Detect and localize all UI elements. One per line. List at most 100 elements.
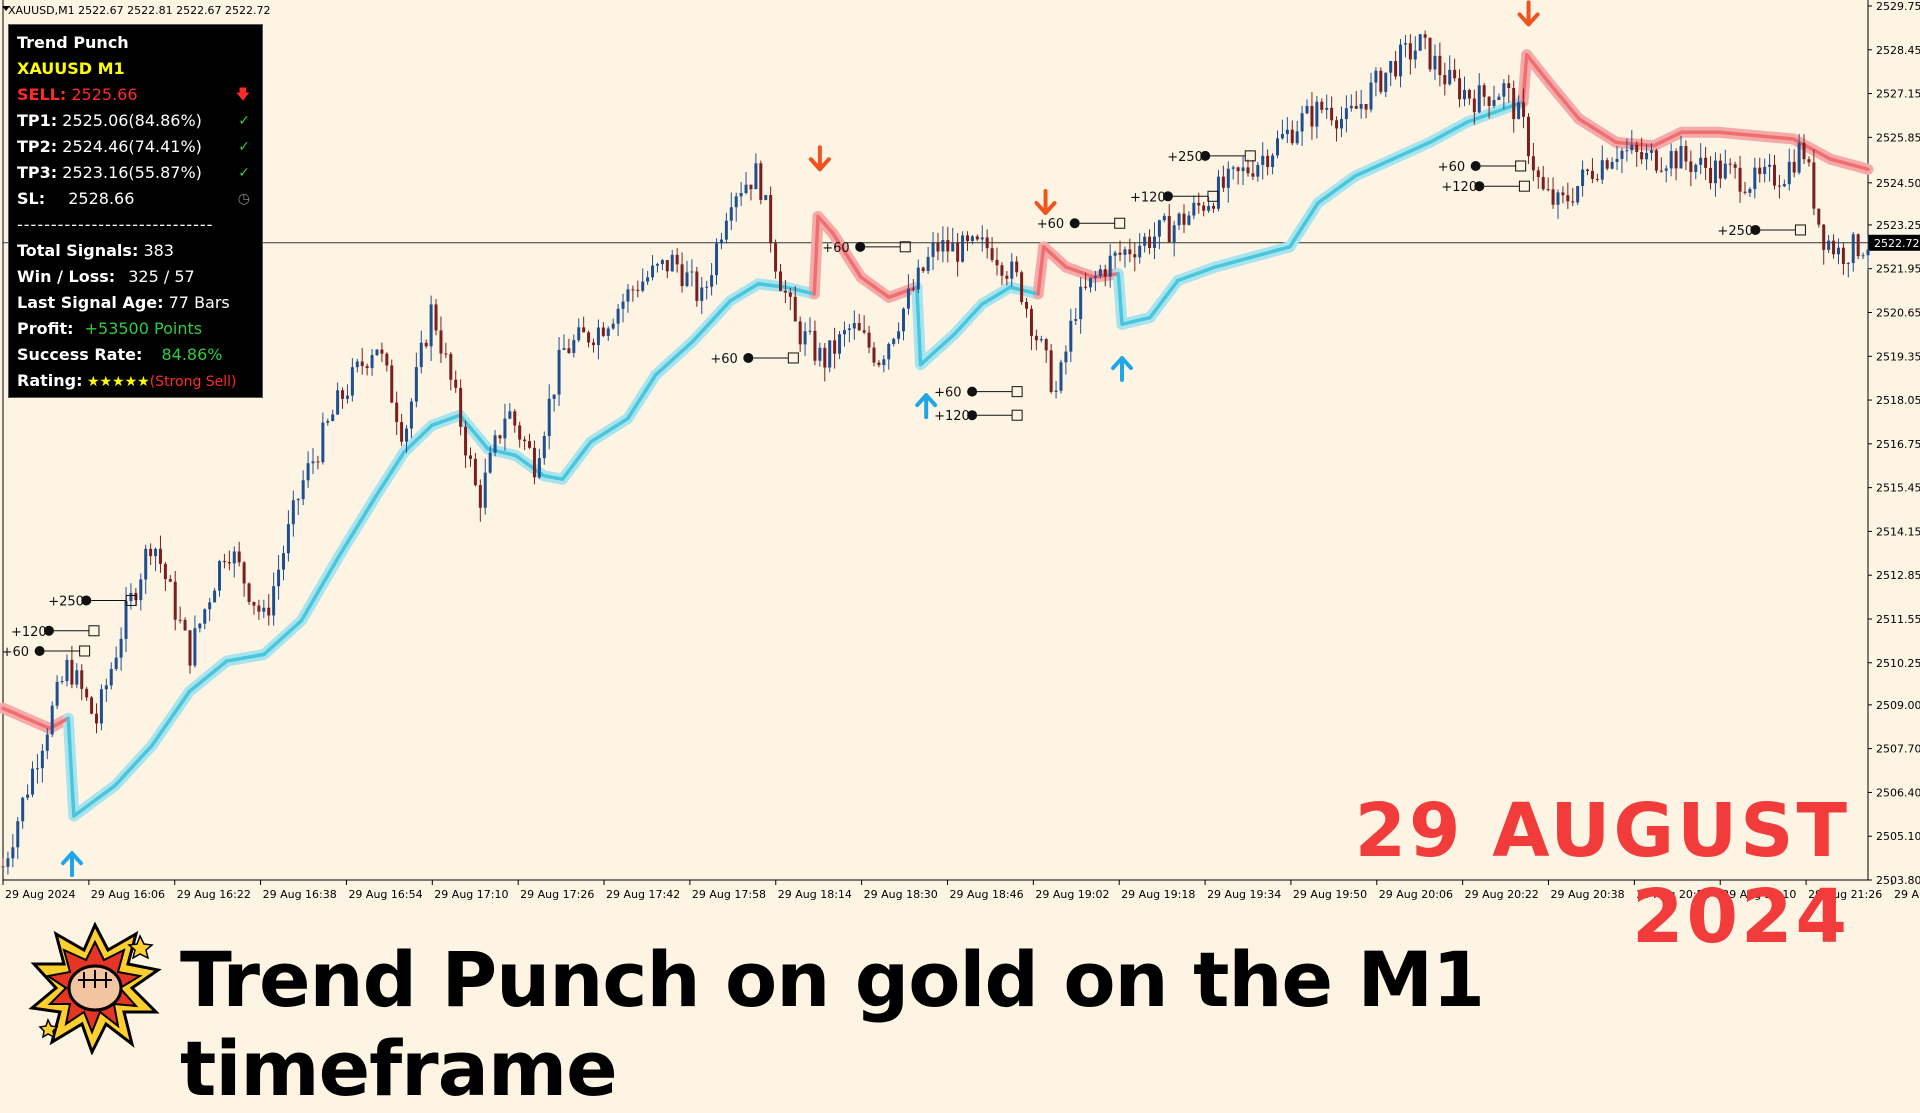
candle-body: [119, 638, 123, 658]
candle-body: [1728, 163, 1732, 165]
candle-body: [459, 387, 463, 427]
tp-marker-icon: [967, 386, 978, 397]
candle-body: [660, 260, 664, 265]
candle-body: [778, 271, 782, 291]
candle-body: [311, 461, 315, 464]
candle-body: [1620, 150, 1624, 159]
signal-line: [262, 618, 304, 657]
candle-body: [975, 236, 979, 240]
candle-body: [286, 524, 290, 554]
candle-body: [65, 659, 69, 682]
candle-body: [1187, 215, 1191, 225]
candle-body: [1256, 164, 1260, 177]
candle-body: [1856, 234, 1860, 257]
candle-body: [1832, 240, 1836, 255]
candle-body: [1408, 43, 1412, 60]
plot-background: [0, 0, 1920, 905]
check-icon: ✓: [238, 165, 250, 181]
candle-body: [1310, 105, 1314, 127]
tp-marker-icon: [1200, 150, 1211, 161]
date-stamp: 29 AUGUST 2024: [1354, 788, 1850, 960]
candle-body: [1438, 55, 1442, 76]
candle-body: [990, 248, 994, 260]
down-arrow-icon: 🡇: [235, 87, 250, 103]
signal-line: [1651, 130, 1684, 148]
candle-body: [921, 267, 925, 272]
candle-body: [227, 562, 231, 564]
price-chart[interactable]: 2529.75 2528.45 2527.15 2525.85 2524.50 2523.…: [0, 0, 1920, 905]
candle-body: [838, 334, 842, 354]
x-tick-label: 29 Aug 16:54: [348, 888, 422, 901]
check-icon: ✓: [238, 113, 250, 129]
candle-body: [203, 609, 207, 624]
x-tick-label: 29 Aug 19:34: [1207, 888, 1281, 901]
tp-box-icon: [1011, 386, 1023, 398]
candle-body: [867, 332, 871, 348]
rating-label: Rating:: [17, 371, 83, 390]
candle-body: [902, 308, 906, 332]
candle-body: [1266, 155, 1270, 168]
success-value: 84.86%: [161, 345, 223, 364]
candle-body: [1640, 151, 1644, 160]
signal-line: [1116, 272, 1124, 327]
signal-line: [113, 743, 154, 788]
candle-body: [887, 343, 891, 360]
candle-body: [1128, 249, 1132, 255]
signal-line: [831, 231, 863, 279]
candle-body: [419, 342, 423, 368]
candle-body: [774, 243, 778, 272]
tp-marker-icon: [855, 241, 866, 252]
candle-body: [75, 670, 79, 685]
candle-body: [213, 590, 217, 603]
candle-body: [395, 402, 399, 423]
chart-dropdown-icon[interactable]: [2, 6, 10, 11]
candle-body: [1758, 167, 1762, 174]
candle-body: [488, 452, 492, 473]
candle-body: [262, 607, 266, 612]
candle-body: [144, 548, 148, 580]
candle-body: [1522, 102, 1526, 117]
check-icon: ✓: [238, 139, 250, 155]
buy-arrow-icon: [61, 851, 84, 878]
signal-line: [691, 298, 733, 343]
sell-row: SELL: 2525.66 🡇: [17, 82, 254, 108]
candle-body: [793, 296, 797, 322]
candle-body: [1197, 202, 1201, 206]
x-tick-label: 29 Aug 17:26: [520, 888, 594, 901]
candle-body: [1625, 150, 1629, 152]
candle-body: [400, 422, 404, 442]
candle-body: [1487, 96, 1491, 106]
candle-body: [80, 670, 84, 689]
candle-body: [375, 349, 379, 356]
candle-body: [1207, 205, 1211, 211]
signal-line: [626, 373, 658, 421]
candle-body: [1079, 286, 1083, 320]
candle-body: [70, 659, 74, 685]
candle-body: [739, 193, 743, 197]
signal-line: [654, 339, 695, 377]
x-tick-label: 29 Aug 18:46: [949, 888, 1023, 901]
tp2-row: TP2: 2524.46(74.41%) ✓: [17, 134, 254, 160]
tp-label: +60: [934, 386, 961, 401]
candle-body: [267, 607, 271, 616]
candle-body: [1512, 87, 1516, 120]
candle-body: [139, 579, 143, 601]
candle-body: [1689, 161, 1693, 172]
x-tick-label: 29 Aug 18:14: [778, 888, 852, 901]
candle-body: [1315, 101, 1319, 127]
signal-line: [1036, 245, 1046, 296]
candle-body: [818, 347, 822, 361]
candle-body: [277, 569, 281, 587]
candle-body: [557, 349, 561, 395]
candle-body: [429, 304, 433, 347]
candle-body: [1271, 155, 1275, 168]
candle-body: [931, 242, 935, 257]
candle-body: [1305, 105, 1309, 114]
candle-body: [218, 561, 222, 591]
candle-body: [749, 184, 753, 190]
tp-label: +250: [1717, 224, 1753, 239]
x-tick-label: 29 Aug 21:10: [1722, 888, 1796, 901]
candle-body: [724, 220, 728, 240]
candle-body: [1354, 105, 1358, 109]
candle-body: [1428, 37, 1432, 70]
